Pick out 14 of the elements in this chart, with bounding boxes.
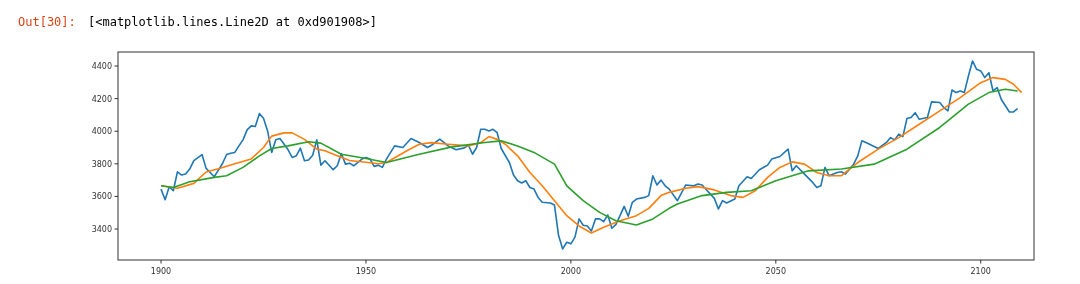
y-tick-label: 3600 [91, 192, 112, 202]
x-tick-label: 1950 [355, 267, 377, 276]
text: Out[30]: [18, 15, 76, 29]
line-series [160, 60, 1019, 250]
x-tick-label: 2100 [970, 267, 991, 276]
x-tick-label: 2050 [765, 267, 786, 276]
y-tick-label: 4200 [91, 94, 112, 104]
x-tick-label: 2000 [560, 267, 582, 276]
y-tick-label: 4000 [91, 127, 112, 137]
y-tick-label: 3400 [91, 225, 112, 235]
text: [<matplotlib.lines.Line2D at 0xd901908>] [88, 15, 377, 29]
y-tick-label: 3800 [91, 159, 112, 169]
x-tick-label: 1900 [150, 267, 172, 276]
y-tick-label: 4400 [91, 62, 112, 72]
